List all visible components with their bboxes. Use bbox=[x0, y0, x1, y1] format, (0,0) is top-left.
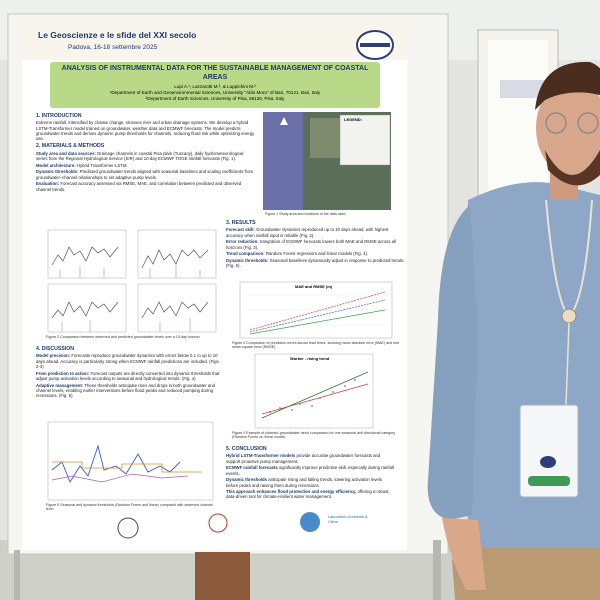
chart-title: MAE and RMSE (m) bbox=[295, 284, 333, 289]
conclusion: 5. CONCLUSION Hybrid LSTM-Transformer mo… bbox=[226, 444, 394, 512]
list-item: Trend comparison: Random Forest regresso… bbox=[226, 251, 404, 256]
list-item: From prediction to action: Forecast outp… bbox=[36, 371, 221, 381]
item-text: provide accurate groundwater forecasts a… bbox=[226, 453, 381, 464]
item-text: Random Forest regressors and linear mode… bbox=[265, 251, 369, 257]
figure-caption: Figure 3 Comparison of prediction errors… bbox=[232, 341, 400, 350]
conference-name: Le Geoscienze e le sfide del XXI secolo bbox=[38, 30, 197, 40]
figure-caption: Figure 4 Example of channel–groundwater … bbox=[232, 431, 396, 440]
list-item: Dynamic thresholds anticipate rising and… bbox=[226, 477, 394, 487]
lead: Error reduction: bbox=[226, 239, 259, 245]
figure-caption: Figure 1 Study area and locations of the… bbox=[265, 212, 346, 216]
lead: Adaptive management: bbox=[36, 382, 84, 388]
lead: From prediction to action: bbox=[36, 370, 90, 376]
legend-title: LEGEND: bbox=[344, 117, 362, 122]
list-item: Model architecture: Hybrid Transformer-L… bbox=[36, 163, 256, 168]
results: 3. RESULTS Forecast skill: Groundwater d… bbox=[226, 218, 404, 280]
list-item: Dynamic thresholds: Seasonal baselines d… bbox=[226, 258, 404, 268]
item-text: Predicted groundwater trends aligned wit… bbox=[36, 169, 254, 180]
item-text: offering a robust, data-driven tool for … bbox=[226, 489, 390, 500]
figure-caption: Figure 5 Seasonal and dynamic thresholds… bbox=[46, 503, 213, 512]
item-text: anticipate rising and falling trends, lo… bbox=[226, 477, 382, 488]
list-item: Evaluation: Forecast accuracy assessed v… bbox=[36, 181, 256, 191]
lead: ECMWF rainfall forecasts bbox=[226, 465, 278, 471]
affiliation: ²Department of Earth Sciences, Universit… bbox=[145, 95, 285, 101]
lab-logo-text: Laboratorio Ambiente & Clima bbox=[328, 515, 368, 524]
lead: Model precision: bbox=[36, 353, 71, 359]
list-item: Model precision: Forecasts reproduce gro… bbox=[36, 353, 221, 369]
lead: Evaluation: bbox=[36, 181, 60, 187]
poster-title: ANALYSIS OF INSTRUMENTAL DATA FOR THE SU… bbox=[61, 65, 369, 81]
section-heading: 1. INTRODUCTION bbox=[36, 113, 82, 119]
item-text: Integration of ECMWF forecasts lowers bo… bbox=[226, 239, 397, 250]
lead: Forecast skill: bbox=[226, 227, 255, 233]
list-item: This approach enhances flood protection … bbox=[226, 489, 394, 499]
authors: Lupi A.¹, Lazzarotti M.², & Luppichini M… bbox=[60, 84, 370, 102]
lead: Model architecture: bbox=[36, 162, 76, 168]
list-item: Forecast skill: Groundwater dynamics rep… bbox=[226, 227, 404, 237]
item-text: Hybrid Transformer-LSTM. bbox=[76, 162, 128, 168]
discussion: 4. DISCUSSION Model precision: Forecasts… bbox=[36, 344, 221, 420]
section-heading: 5. CONCLUSION bbox=[226, 446, 267, 452]
chart-title: Worker - rising trend bbox=[290, 356, 330, 361]
paragraph: Extreme rainfall, intensified by climate… bbox=[36, 120, 255, 142]
list-item: Study area and data sources: Drainage ch… bbox=[36, 151, 256, 161]
lead: Dynamic thresholds: bbox=[36, 169, 79, 175]
lead: Trend comparison: bbox=[226, 251, 265, 257]
section-heading: 2. MATERIALS & METHODS bbox=[36, 143, 105, 150]
item-text: Forecast accuracy assessed via RMSE, MAE… bbox=[36, 181, 242, 192]
section-heading: 3. RESULTS bbox=[226, 220, 256, 226]
lead: Hybrid LSTM-Transformer models bbox=[226, 453, 296, 459]
list-item: ECMWF rainfall forecasts significantly i… bbox=[226, 465, 394, 475]
lead: Dynamic thresholds bbox=[226, 477, 268, 483]
item-text: Forecast outputs are directly converted … bbox=[36, 370, 220, 381]
lead: Study area and data sources: bbox=[36, 150, 96, 156]
list-item: Adaptive management: These thresholds an… bbox=[36, 383, 221, 399]
lead: Dynamic thresholds: bbox=[226, 258, 269, 264]
lead: This approach enhances flood protection … bbox=[226, 489, 357, 495]
item-text: Seasonal baselines dynamically adjust in… bbox=[226, 258, 404, 269]
item-text: Groundwater dynamics reproduced up to 10… bbox=[226, 227, 389, 238]
figure-caption: Figure 2 Comparison between observed and… bbox=[46, 335, 200, 339]
left-column-top: 1. INTRODUCTION Extreme rainfall, intens… bbox=[36, 111, 256, 225]
author-list: Lupi A.¹, Lazzarotti M.², & Luppichini M… bbox=[174, 84, 256, 89]
item-text: Drainage channels in coastal Pisa plain … bbox=[36, 150, 244, 161]
conference-location: Padova, 16-18 settembre 2025 bbox=[68, 44, 158, 51]
list-item: Dynamic thresholds: Predicted groundwate… bbox=[36, 169, 256, 179]
item-text: significantly improve predictive skill, … bbox=[226, 465, 394, 476]
affiliation: ¹Department of Earth and Geoenvironmenta… bbox=[109, 89, 321, 95]
item-text: Forecasts reproduce groundwater dynamics… bbox=[36, 353, 220, 369]
item-text: These thresholds anticipate rises and dr… bbox=[36, 382, 216, 398]
list-item: Error reduction: Integration of ECMWF fo… bbox=[226, 239, 404, 249]
list-item: Hybrid LSTM-Transformer models provide a… bbox=[226, 453, 394, 463]
section-heading: 4. DISCUSSION bbox=[36, 346, 75, 352]
